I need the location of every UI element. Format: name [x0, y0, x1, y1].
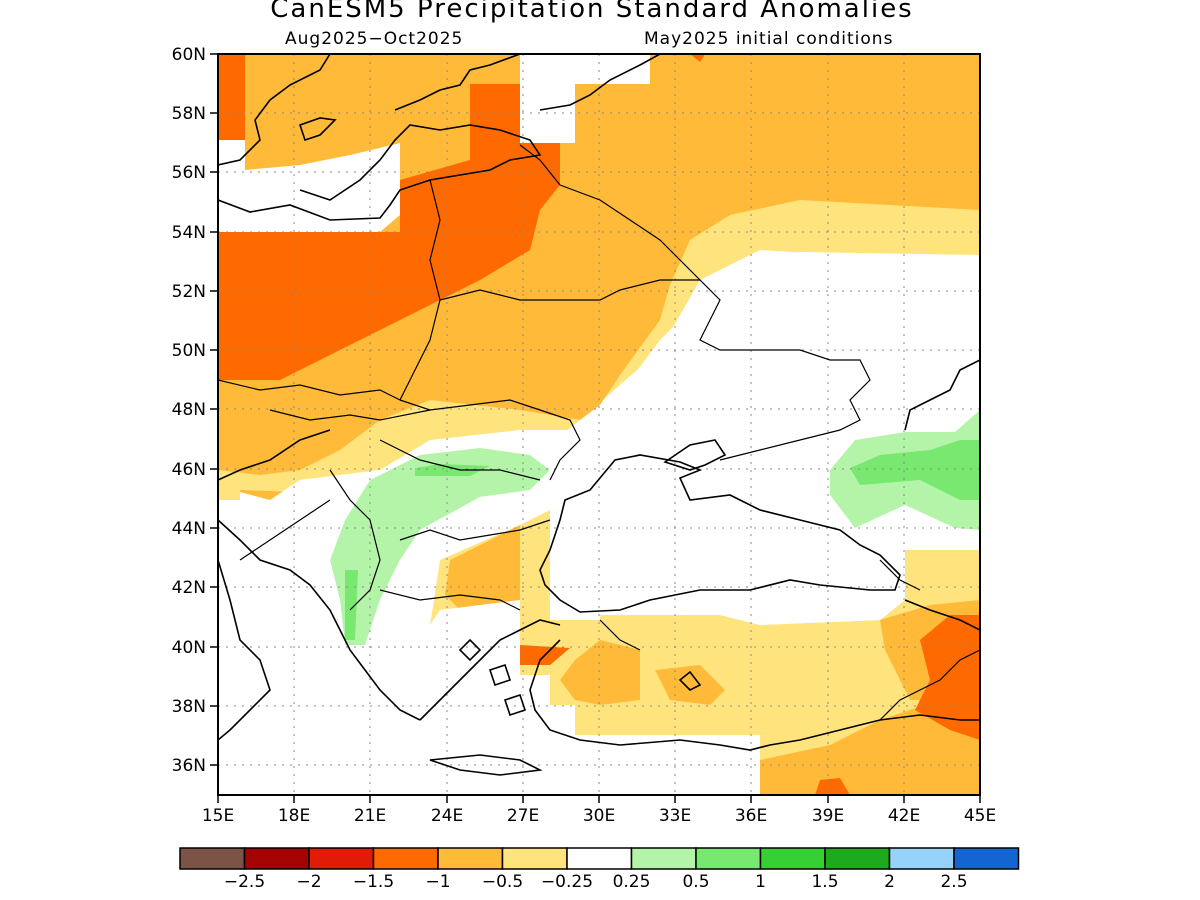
lat-tick-46n: 46N — [172, 460, 206, 480]
lon-tick-18e: 18E — [278, 806, 310, 826]
colorbar-label: 1.5 — [811, 872, 838, 892]
colorbar-swatch — [308, 847, 375, 870]
coastlines — [218, 54, 980, 776]
forecast-period: Aug2025−Oct2025 — [285, 29, 464, 49]
lon-tick-45e: 45E — [964, 806, 996, 826]
colorbar-swatch — [179, 847, 246, 870]
colorbar-label: −1.5 — [353, 872, 394, 892]
lat-tick-36n: 36N — [172, 756, 206, 776]
lat-tick-54n: 54N — [172, 223, 206, 243]
graticule — [218, 54, 980, 795]
map-title: CanESM5 Precipitation Standard Anomalies — [270, 0, 914, 24]
lon-tick-33e: 33E — [659, 806, 691, 826]
lat-tick-38n: 38N — [172, 697, 206, 717]
colorbar-label: −0.5 — [482, 872, 523, 892]
lon-labels: 15E 18E 21E 24E 27E 30E 33E 36E 39E 42E … — [202, 806, 996, 826]
colorbar-label: −2 — [296, 872, 321, 892]
lat-tick-48n: 48N — [172, 400, 206, 420]
colorbar-swatch — [953, 847, 1020, 870]
colorbar-swatch — [437, 847, 504, 870]
initial-conditions: May2025 initial conditions — [644, 29, 894, 49]
colorbar-swatch — [243, 847, 310, 870]
lat-tick-50n: 50N — [172, 341, 206, 361]
colorbar-swatch — [501, 847, 568, 870]
colorbar-label: −2.5 — [224, 872, 265, 892]
colorbar-label: −0.25 — [541, 872, 593, 892]
colorbar-label: 2 — [884, 872, 895, 892]
colorbar-swatch — [630, 847, 697, 870]
country-borders — [218, 144, 980, 721]
lon-tick-36e: 36E — [735, 806, 767, 826]
colorbar-label: 0.25 — [613, 872, 651, 892]
colorbar-label: 0.5 — [682, 872, 709, 892]
colorbar-swatch — [372, 847, 439, 870]
lat-tick-52n: 52N — [172, 282, 206, 302]
lat-labels: 60N 58N 56N 54N 52N 50N 48N 46N 44N 42N … — [172, 45, 206, 776]
lon-tick-27e: 27E — [507, 806, 539, 826]
lon-tick-15e: 15E — [202, 806, 234, 826]
lat-tick-44n: 44N — [172, 519, 206, 539]
lat-tick-56n: 56N — [172, 163, 206, 183]
lon-tick-30e: 30E — [583, 806, 615, 826]
colorbar-label: −1 — [425, 872, 450, 892]
anomaly-fill — [218, 54, 980, 795]
colorbar-swatch — [824, 847, 891, 870]
colorbar-swatch — [759, 847, 826, 870]
lon-tick-39e: 39E — [812, 806, 844, 826]
colorbar-swatch — [888, 847, 955, 870]
colorbar: −2.5 −2 −1.5 −1 −0.5 −0.25 0.25 0.5 1 1.5 2 2.5 — [179, 847, 1020, 892]
lat-tick-42n: 42N — [172, 578, 206, 598]
colorbar-swatch — [695, 847, 762, 870]
lon-tick-42e: 42E — [888, 806, 920, 826]
colorbar-label: 2.5 — [940, 872, 967, 892]
lat-tick-58n: 58N — [172, 104, 206, 124]
lat-tick-60n: 60N — [172, 45, 206, 65]
lat-tick-40n: 40N — [172, 638, 206, 658]
colorbar-label: 1 — [755, 872, 766, 892]
tick-marks — [210, 53, 981, 803]
colorbar-swatch — [566, 847, 633, 870]
lon-tick-21e: 21E — [354, 806, 386, 826]
lon-tick-24e: 24E — [431, 806, 463, 826]
